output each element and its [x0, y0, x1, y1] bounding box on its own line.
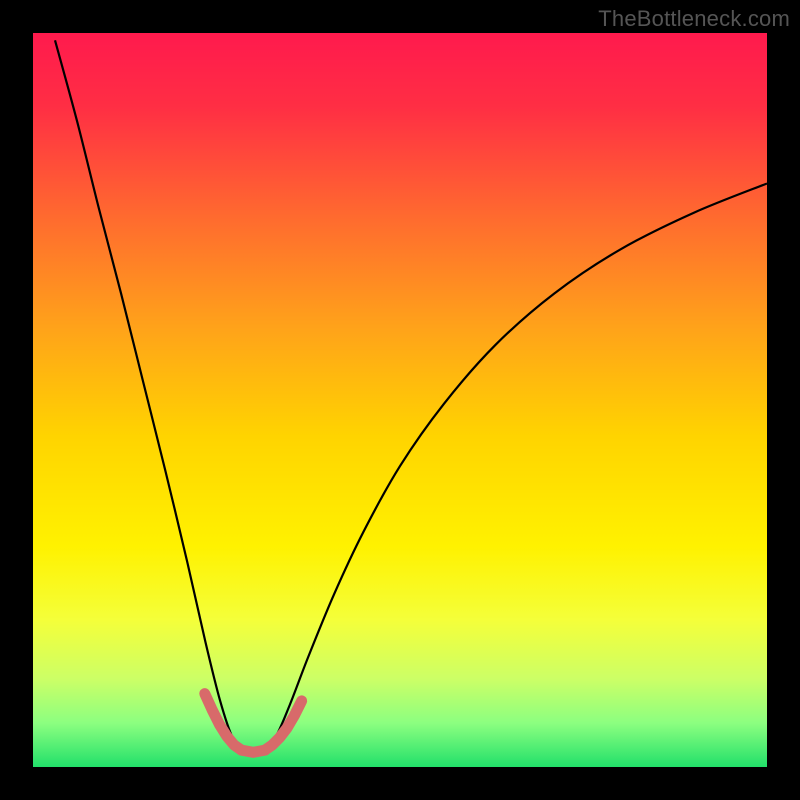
plot-svg: [33, 33, 767, 767]
gradient-background: [33, 33, 767, 767]
watermark-label: TheBottleneck.com: [598, 6, 790, 32]
chart-frame: TheBottleneck.com: [0, 0, 800, 800]
plot-area: [33, 33, 767, 767]
